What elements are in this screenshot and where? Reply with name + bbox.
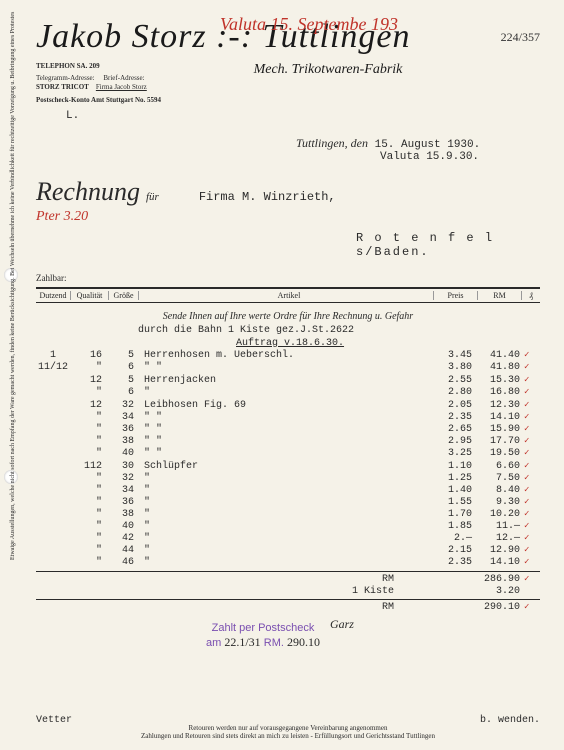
table-row: "40"1.8511.—✓ xyxy=(36,521,540,533)
stamp-am: am xyxy=(206,637,221,649)
stamp-signature: Garz xyxy=(330,617,354,633)
col-preis: Preis xyxy=(434,291,478,300)
table-header-row: Dutzend Qualität Größe Artikel Preis RM … xyxy=(36,289,540,303)
table-row: 1165Herrenhosen m. Ueberschl.3.4541.40✓ xyxy=(36,350,540,362)
table-row: "38"1.7010.20✓ xyxy=(36,509,540,521)
shipping-detail: durch die Bahn 1 Kiste gez.J.St.2622 xyxy=(36,324,540,337)
footer-right: b. wenden. xyxy=(480,715,540,726)
table-row: "36"1.559.30✓ xyxy=(36,497,540,509)
telegram-label: Telegramm-Adresse: xyxy=(36,74,95,82)
col-artikel: Artikel xyxy=(138,291,434,300)
total-row: RM290.10✓ xyxy=(36,599,540,614)
table-row: 125Herrenjacken2.5515.30✓ xyxy=(36,375,540,387)
table-row: "40" "3.2519.50✓ xyxy=(36,448,540,460)
company-subtitle: Mech. Trikotwaren-Fabrik xyxy=(176,62,480,124)
invoice-date: 15. August 1930. xyxy=(375,139,481,151)
stamp-rm: RM. xyxy=(264,637,284,649)
valuta-date: Valuta 15.9.30. xyxy=(380,151,479,163)
col-dutzend: Dutzend xyxy=(36,291,70,300)
shipping-intro: Sende Ihnen auf Ihre werte Ordre für Ihr… xyxy=(36,303,540,324)
invoice-heading: Rechnung xyxy=(36,177,140,207)
handwritten-red-note: Pter 3.20 xyxy=(36,209,540,225)
col-pfennig: ₰ xyxy=(522,291,540,300)
footer-left: Vetter xyxy=(36,715,72,726)
table-row: "44"2.1512.90✓ xyxy=(36,545,540,557)
footer: Vetter b. wenden. Retouren werden nur au… xyxy=(36,724,540,740)
table-row: 11230Schlüpfer1.106.60✓ xyxy=(36,461,540,473)
handwritten-valuta-top: Valuta 15. Septembe 193 xyxy=(220,14,398,35)
zahlbar-label: Zahlbar: xyxy=(36,273,540,283)
payment-stamp: Zahlt per Postscheck am 22.1/31 RM. 290.… xyxy=(206,621,320,651)
l-mark: L. xyxy=(66,109,176,123)
stamp-line1: Zahlt per Postscheck xyxy=(206,621,320,635)
table-row: 11/12"6" "3.8041.80✓ xyxy=(36,362,540,374)
brief-label: Brief-Adresse: xyxy=(103,74,144,82)
recipient-name: Firma M. Winzrieth, xyxy=(199,190,336,204)
header-contact-block: TELEPHON SA. 209 Telegramm-Adresse: Brie… xyxy=(36,62,176,124)
table-row: "32"1.257.50✓ xyxy=(36,473,540,485)
table-row: 1232Leibhosen Fig. 692.0512.30✓ xyxy=(36,400,540,412)
col-groesse: Größe xyxy=(108,291,138,300)
handwritten-ref-number: 224/357 xyxy=(501,30,540,45)
table-row: "46"2.3514.10✓ xyxy=(36,557,540,569)
table-row: "38" "2.9517.70✓ xyxy=(36,436,540,448)
date-block: Tuttlingen, den 15. August 1930. Valuta … xyxy=(296,136,540,163)
table-row: "42"2.—12.—✓ xyxy=(36,533,540,545)
col-rm: RM xyxy=(478,291,522,300)
side-disclaimer: Etwaige Ausstellungen, welche nicht sofo… xyxy=(10,300,16,560)
col-qualitat: Qualität xyxy=(70,291,108,300)
auftrag-ref: Auftrag v.18.6.30. xyxy=(36,337,540,350)
footer-line1: Retouren werden nur auf vorausgegangene … xyxy=(36,724,540,732)
table-row: "36" "2.6515.90✓ xyxy=(36,424,540,436)
invoice-table: Dutzend Qualität Größe Artikel Preis RM … xyxy=(36,287,540,614)
invoice-for: für xyxy=(146,191,159,203)
subtotal-row: RM286.90✓ xyxy=(36,571,540,586)
table-row: "6"2.8016.80✓ xyxy=(36,387,540,399)
footer-line2: Zahlungen und Retouren sind stets direkt… xyxy=(36,732,540,740)
table-row: "34"1.408.40✓ xyxy=(36,485,540,497)
stamp-amount: 290.10 xyxy=(287,635,320,649)
telegram-address: STORZ TRICOT xyxy=(36,83,89,91)
place-prefix: Tuttlingen, den xyxy=(296,136,368,150)
kiste-row: 1 Kiste3.20 xyxy=(36,585,540,597)
table-row: "34" "2.3514.10✓ xyxy=(36,412,540,424)
recipient-city: R o t e n f e l s/Baden. xyxy=(356,231,540,259)
brief-address: Firma Jacob Storz xyxy=(96,83,147,91)
telephone-line: TELEPHON SA. 209 xyxy=(36,62,176,71)
stamp-date: 22.1/31 xyxy=(224,635,260,649)
postscheck-line: Postscheck-Konto Amt Stuttgart No. 5594 xyxy=(36,96,176,105)
